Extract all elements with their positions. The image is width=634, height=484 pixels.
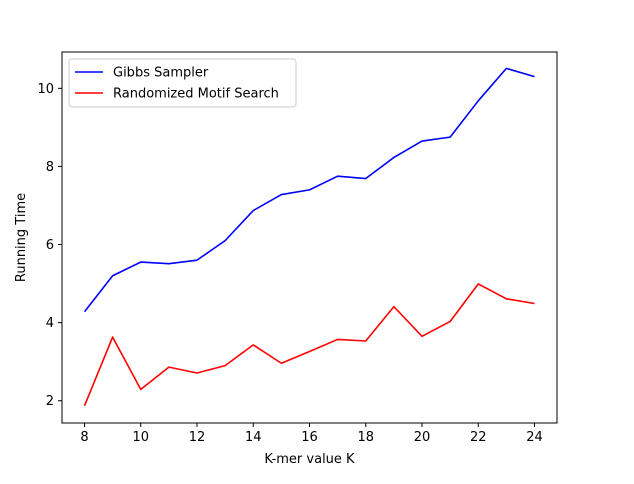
- x-tick-label: 16: [301, 430, 318, 445]
- legend-box: [68, 58, 297, 108]
- x-tick-label: 14: [245, 430, 262, 445]
- x-tick-label: 18: [357, 430, 374, 445]
- x-tick-label: 22: [470, 430, 487, 445]
- y-tick-label: 6: [46, 238, 54, 253]
- x-tick-label: 20: [414, 430, 431, 445]
- x-axis-label: K-mer value K: [264, 452, 355, 467]
- x-tick-label: 8: [80, 430, 88, 445]
- plot-frame: [61, 51, 558, 424]
- legend: Gibbs Sampler Randomized Motif Search: [68, 58, 297, 108]
- legend-label-1: Gibbs Sampler: [113, 66, 209, 81]
- y-tick-label: 2: [46, 394, 54, 409]
- x-tick-label: 12: [189, 430, 206, 445]
- y-axis-label: Running Time: [14, 193, 29, 282]
- series-line-2: [83, 283, 535, 407]
- legend-label-2: Randomized Motif Search: [113, 87, 279, 102]
- series-layer: [83, 67, 535, 407]
- y-tick-label: 10: [37, 82, 54, 97]
- x-tick-label: 10: [132, 430, 149, 445]
- y-tick-label: 8: [46, 160, 54, 175]
- y-tick-label: 4: [46, 316, 54, 331]
- series-line-1: [83, 67, 535, 313]
- x-tick-label: 24: [526, 430, 543, 445]
